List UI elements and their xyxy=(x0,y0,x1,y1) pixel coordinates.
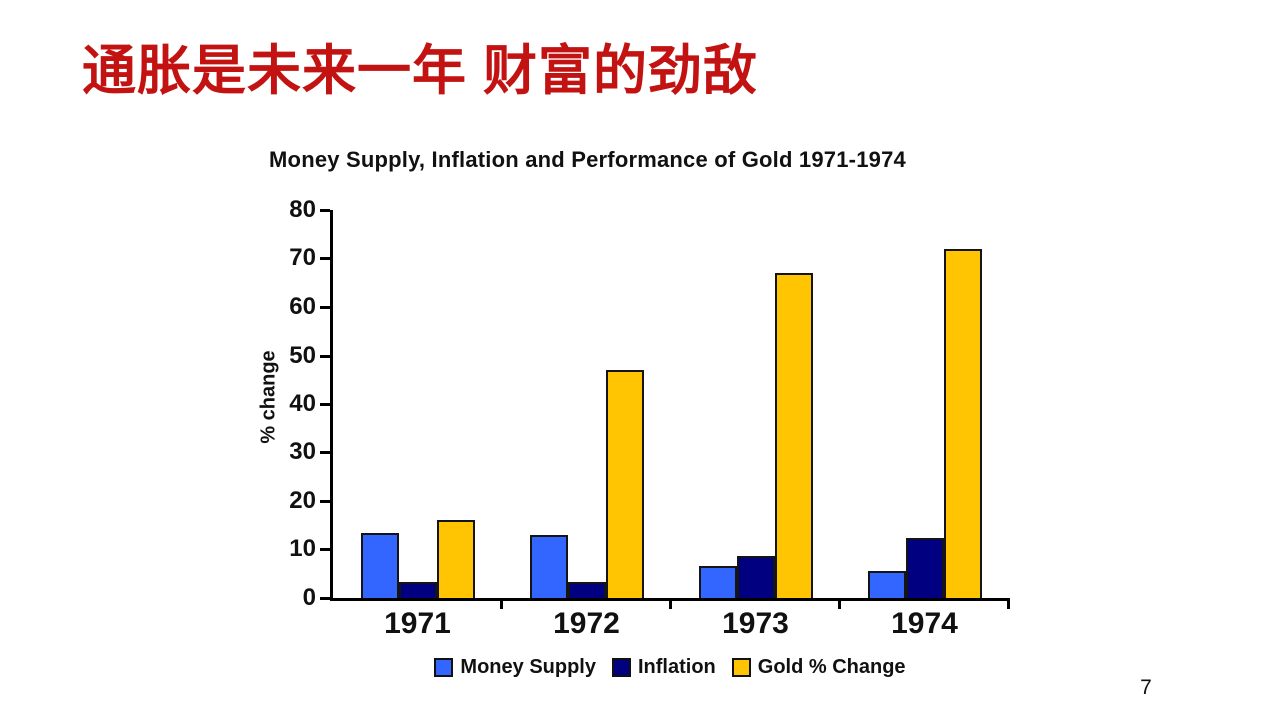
bar-inflation-1972 xyxy=(568,582,606,598)
bar-inflation-1974 xyxy=(906,538,944,598)
gold-change-swatch-icon xyxy=(731,657,751,677)
x-tick-mark xyxy=(1007,601,1010,609)
legend-label-money-supply: Money Supply xyxy=(460,655,596,678)
bar-gold-change-1971 xyxy=(437,520,475,598)
legend-label-inflation: Inflation xyxy=(638,655,716,678)
bar-inflation-1973 xyxy=(737,556,775,598)
x-axis-label-1971: 1971 xyxy=(384,607,451,640)
bar-gold-change-1974 xyxy=(944,249,982,598)
x-axis-label-1974: 1974 xyxy=(891,607,958,640)
y-tick-label: 20 xyxy=(289,487,316,514)
x-axis-label-1973: 1973 xyxy=(722,607,789,640)
y-tick-mark xyxy=(320,597,330,600)
legend-item-money-supply: Money Supply xyxy=(434,656,596,679)
inflation-swatch-icon xyxy=(612,657,631,677)
chart-legend: Money Supply Inflation Gold % Change xyxy=(330,654,1010,680)
y-tick-label: 30 xyxy=(289,438,316,465)
y-tick-label: 10 xyxy=(289,535,316,562)
x-tick-mark xyxy=(500,601,503,609)
page-number: 7 xyxy=(1140,676,1152,699)
legend-item-gold-change: Gold % Change xyxy=(731,655,906,679)
bar-money-supply-1972 xyxy=(530,535,568,598)
x-tick-mark xyxy=(669,601,672,609)
money-supply-swatch-icon xyxy=(434,657,454,677)
y-tick-label: 80 xyxy=(289,196,316,223)
legend-label-gold-change: Gold % Change xyxy=(757,655,906,678)
bar-gold-change-1973 xyxy=(775,273,813,598)
y-tick-label: 70 xyxy=(289,244,316,271)
y-tick-mark xyxy=(320,257,330,260)
plot-area xyxy=(330,210,1010,601)
bar-money-supply-1971 xyxy=(361,533,399,598)
bar-inflation-1971 xyxy=(399,582,437,598)
y-tick-mark xyxy=(320,355,330,358)
x-tick-mark xyxy=(838,601,841,609)
y-tick-mark xyxy=(320,451,330,454)
y-tick-mark xyxy=(320,306,330,309)
legend-item-inflation: Inflation xyxy=(612,656,716,679)
bar-gold-change-1972 xyxy=(606,370,644,598)
x-axis-label-1972: 1972 xyxy=(553,607,620,640)
bar-money-supply-1974 xyxy=(868,571,906,598)
y-tick-label: 40 xyxy=(289,390,316,417)
bar-money-supply-1973 xyxy=(699,566,737,598)
chart-title: Money Supply, Inflation and Performance … xyxy=(269,147,906,172)
y-tick-label: 50 xyxy=(289,342,316,369)
slide-title: 通胀是未来一年 财富的劲敌 xyxy=(82,41,759,101)
y-tick-mark xyxy=(320,209,330,212)
y-tick-label: 60 xyxy=(289,293,316,320)
y-tick-mark xyxy=(320,548,330,551)
y-tick-mark xyxy=(320,403,330,406)
y-tick-mark xyxy=(320,500,330,503)
y-tick-label: 0 xyxy=(302,584,316,611)
